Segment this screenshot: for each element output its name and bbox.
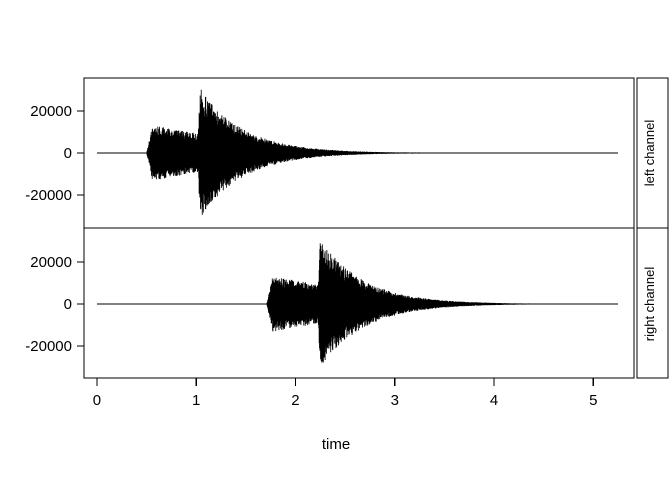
strip-label-right-channel: right channel bbox=[642, 267, 657, 342]
strip-label-left-channel: left channel bbox=[642, 120, 657, 187]
x-tick-label: 4 bbox=[490, 392, 498, 409]
y-tick-label: 20000 bbox=[30, 103, 72, 120]
y-tick-label: 20000 bbox=[30, 254, 72, 271]
waveform-right-channel bbox=[96, 243, 619, 363]
y-tick-label: -20000 bbox=[25, 338, 72, 355]
x-tick-label: 5 bbox=[589, 392, 597, 409]
strip-frame bbox=[636, 77, 669, 379]
x-tick-label: 0 bbox=[93, 392, 101, 409]
x-tick-label: 2 bbox=[291, 392, 299, 409]
y-tick-label: -20000 bbox=[25, 187, 72, 204]
x-tick-label: 1 bbox=[192, 392, 200, 409]
x-tick-label: 3 bbox=[391, 392, 399, 409]
x-axis-title: time bbox=[322, 436, 350, 453]
y-tick-label: 0 bbox=[64, 296, 72, 313]
waveform-left-channel bbox=[96, 89, 619, 215]
panel-frame-right bbox=[83, 227, 635, 379]
y-tick-label: 0 bbox=[64, 145, 72, 162]
